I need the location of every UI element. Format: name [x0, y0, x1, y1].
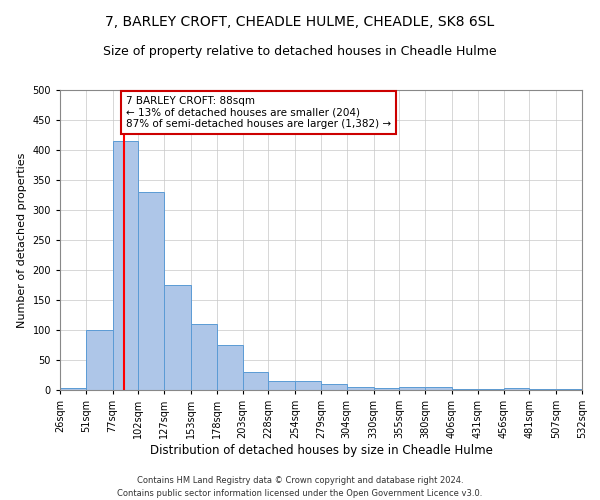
Bar — [164, 285, 191, 390]
Bar — [425, 387, 452, 390]
Bar — [268, 381, 295, 390]
Bar — [242, 372, 268, 390]
Text: Size of property relative to detached houses in Cheadle Hulme: Size of property relative to detached ho… — [103, 45, 497, 58]
Bar — [191, 324, 217, 390]
Text: 7, BARLEY CROFT, CHEADLE HULME, CHEADLE, SK8 6SL: 7, BARLEY CROFT, CHEADLE HULME, CHEADLE,… — [106, 15, 494, 29]
Bar — [347, 387, 374, 390]
Bar — [503, 388, 529, 390]
Bar — [295, 381, 321, 390]
Bar — [139, 192, 164, 390]
Text: 7 BARLEY CROFT: 88sqm
← 13% of detached houses are smaller (204)
87% of semi-det: 7 BARLEY CROFT: 88sqm ← 13% of detached … — [126, 96, 391, 129]
X-axis label: Distribution of detached houses by size in Cheadle Hulme: Distribution of detached houses by size … — [149, 444, 493, 457]
Bar — [217, 345, 242, 390]
Bar — [374, 388, 400, 390]
Y-axis label: Number of detached properties: Number of detached properties — [17, 152, 27, 328]
Bar — [113, 141, 139, 390]
Bar — [86, 330, 113, 390]
Bar — [400, 387, 425, 390]
Bar — [321, 384, 347, 390]
Text: Contains HM Land Registry data © Crown copyright and database right 2024.
Contai: Contains HM Land Registry data © Crown c… — [118, 476, 482, 498]
Bar — [60, 388, 86, 390]
